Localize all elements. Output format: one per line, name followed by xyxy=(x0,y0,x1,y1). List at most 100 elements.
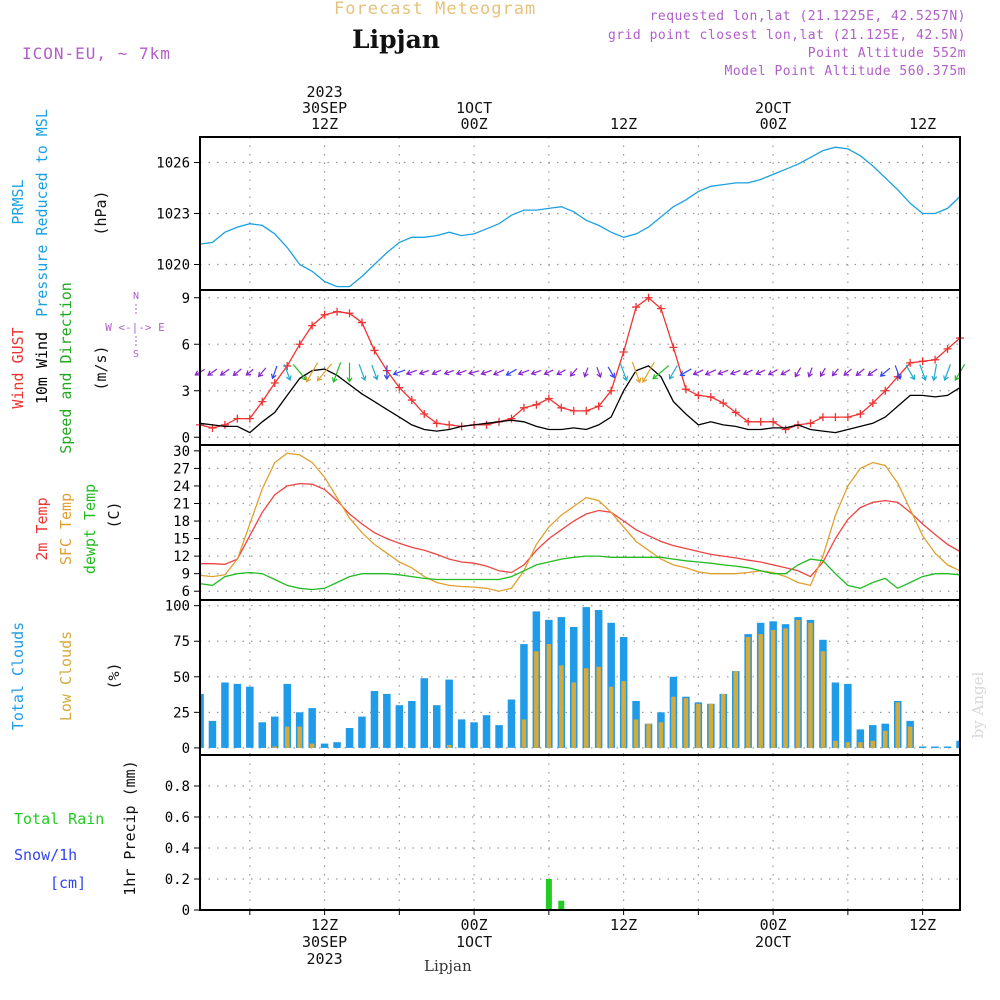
total-cloud-bar xyxy=(345,728,354,748)
low-cloud-bar xyxy=(883,730,888,748)
low-cloud-bar xyxy=(646,723,651,748)
wind-direction-arrow xyxy=(283,364,292,382)
wind-direction-arrow xyxy=(704,369,717,376)
wind-direction-arrow xyxy=(530,369,542,376)
low-cloud-bar xyxy=(584,668,589,748)
ytick-label: 6 xyxy=(182,584,190,600)
wind-direction-arrow xyxy=(431,369,442,376)
gust-marker xyxy=(544,394,553,403)
ytick-label: 0.4 xyxy=(165,841,190,857)
data-layer xyxy=(194,146,966,910)
wind-direction-arrow xyxy=(583,367,589,378)
wind-direction-arrow xyxy=(717,369,729,376)
ytick-label: 21 xyxy=(173,496,190,512)
wind-direction-arrow xyxy=(556,369,566,376)
total-cloud-bar xyxy=(607,622,615,748)
low-cloud-bar xyxy=(833,740,838,748)
bottom-time-label: 12Z xyxy=(610,916,637,934)
wind-direction-arrow xyxy=(679,368,692,377)
gust-marker xyxy=(420,410,429,418)
ytick-label: 12 xyxy=(173,549,190,565)
gust-marker xyxy=(706,392,715,401)
gust-marker xyxy=(308,321,317,330)
low-cloud-bar xyxy=(795,619,801,748)
gust-marker xyxy=(519,403,528,412)
grid-point-coords: grid point closest lon,lat (21.125E, 42.… xyxy=(607,28,966,43)
wind-direction-arrow xyxy=(257,367,267,378)
wind-direction-arrow xyxy=(455,369,467,376)
wind-direction-arrow xyxy=(652,365,670,380)
total-cloud-bar xyxy=(358,716,366,748)
wind-direction-arrow xyxy=(517,369,530,376)
wind-direction-arrow xyxy=(819,367,826,378)
gust-marker xyxy=(582,406,591,415)
low-cloud-bar xyxy=(683,698,689,748)
top-time-label: 00Z xyxy=(760,115,787,133)
wind-direction-arrow xyxy=(346,362,353,383)
total-rain-label: Total Rain xyxy=(14,810,105,828)
low-cloud-bar xyxy=(808,622,813,748)
total-cloud-bar xyxy=(931,746,939,748)
top-time-label: 2023 xyxy=(307,83,343,101)
gust-marker xyxy=(270,379,279,387)
low-cloud-bar xyxy=(745,637,751,748)
wind-direction-arrow xyxy=(931,363,938,382)
series-line-10m-wind xyxy=(199,365,961,434)
total-cloud-bar xyxy=(233,683,242,748)
total-cloud-bar xyxy=(943,746,952,748)
gust-marker xyxy=(868,399,877,408)
label-layer: 1020102310260369691215182124273002550751… xyxy=(105,83,936,968)
gust-marker xyxy=(445,420,454,429)
total-cloud-bar xyxy=(333,742,341,748)
wind-direction-arrow xyxy=(879,367,891,377)
wind-direction-arrow xyxy=(780,369,791,376)
wind-direction-arrow xyxy=(383,365,390,381)
total-cloud-bar xyxy=(258,722,266,748)
top-time-label: 12Z xyxy=(610,115,637,133)
wind-direction-arrow xyxy=(767,369,778,376)
snow-label: Snow/1h xyxy=(14,846,78,864)
footer-location: Lipjan xyxy=(424,957,472,975)
total-cloud-bar xyxy=(495,725,503,748)
gust-marker xyxy=(333,307,342,316)
wind-direction-arrow xyxy=(867,368,878,376)
low-cloud-bar xyxy=(546,644,552,748)
model-label: ICON-EU, ~ 7km xyxy=(22,44,171,63)
low-cloud-bar xyxy=(733,671,738,748)
ytick-label: 9 xyxy=(182,567,190,583)
gust-marker xyxy=(607,386,616,395)
wind-direction-arrow xyxy=(331,362,342,383)
wind-direction-arrow xyxy=(943,364,951,382)
wind-direction-arrow xyxy=(729,369,741,376)
wind-direction-arrow xyxy=(492,369,505,376)
gust-marker xyxy=(681,385,690,394)
wind-direction-arrow xyxy=(316,363,333,382)
snow-unit-label: [cm] xyxy=(50,874,87,892)
total-cloud-bar xyxy=(856,729,865,748)
wind-direction-arrow xyxy=(219,368,230,376)
wind-direction-arrow xyxy=(418,369,430,376)
gust-marker xyxy=(320,310,329,319)
bottom-time-label: 12Z xyxy=(311,916,338,934)
total-cloud-bar xyxy=(470,722,478,748)
gust-marker xyxy=(644,293,653,302)
gust-marker xyxy=(818,413,827,422)
low-cloud-bar xyxy=(820,651,826,748)
low-cloud-bar xyxy=(521,719,527,748)
bottom-time-label: 2OCT xyxy=(755,933,791,951)
wind-direction-arrow xyxy=(642,361,655,383)
low-cloud-bar xyxy=(770,629,776,748)
gust-marker xyxy=(769,417,778,426)
gust-marker xyxy=(943,344,952,353)
total-cloud-bar xyxy=(320,743,329,748)
top-time-label: 12Z xyxy=(311,115,338,133)
gust-marker xyxy=(233,414,242,423)
low-cloud-bar xyxy=(783,628,788,748)
wind-direction-arrow xyxy=(831,368,839,377)
top-time-label: 1OCT xyxy=(456,99,492,117)
wind-direction-arrow xyxy=(505,368,517,376)
gust-marker xyxy=(220,420,229,429)
ytick-label: 0 xyxy=(182,430,190,446)
top-time-label: 12Z xyxy=(909,115,936,133)
